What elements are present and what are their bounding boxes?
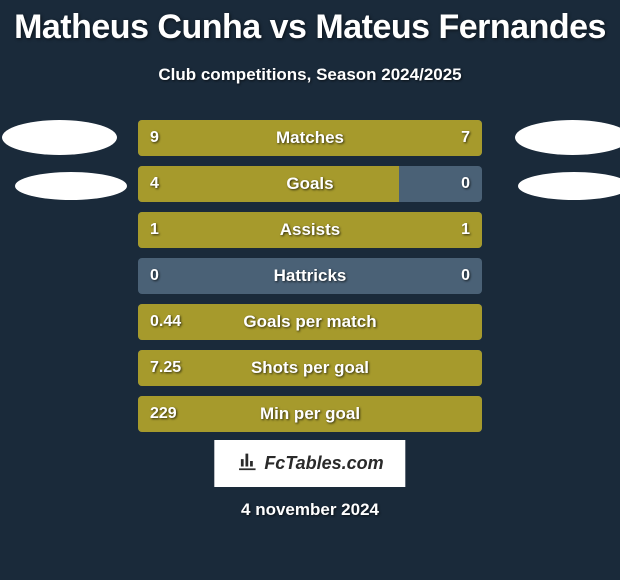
date-text: 4 november 2024 bbox=[0, 500, 620, 520]
brand-text: FcTables.com bbox=[264, 453, 383, 474]
page-subtitle: Club competitions, Season 2024/2025 bbox=[0, 65, 620, 85]
stat-value-right: 0 bbox=[461, 175, 470, 193]
stat-label: Goals per match bbox=[138, 312, 482, 332]
stat-row: 229Min per goal bbox=[138, 396, 482, 432]
brand-badge[interactable]: FcTables.com bbox=[214, 440, 405, 487]
player1-avatar-bottom bbox=[15, 172, 127, 200]
stat-value-right: 0 bbox=[461, 267, 470, 285]
player1-avatar-top bbox=[2, 120, 117, 155]
stat-label: Min per goal bbox=[138, 404, 482, 424]
stat-label: Assists bbox=[138, 220, 482, 240]
stat-row: 4Goals0 bbox=[138, 166, 482, 202]
stat-label: Goals bbox=[138, 174, 482, 194]
page-title: Matheus Cunha vs Mateus Fernandes bbox=[0, 0, 620, 47]
stat-value-right: 7 bbox=[461, 129, 470, 147]
stat-row: 0.44Goals per match bbox=[138, 304, 482, 340]
stat-label: Matches bbox=[138, 128, 482, 148]
stat-row: 1Assists1 bbox=[138, 212, 482, 248]
stat-row: 7.25Shots per goal bbox=[138, 350, 482, 386]
chart-icon bbox=[236, 450, 258, 477]
stat-row: 0Hattricks0 bbox=[138, 258, 482, 294]
stats-bars: 9Matches74Goals01Assists10Hattricks00.44… bbox=[138, 120, 482, 442]
stat-row: 9Matches7 bbox=[138, 120, 482, 156]
stat-label: Hattricks bbox=[138, 266, 482, 286]
player2-avatar-bottom bbox=[518, 172, 620, 200]
stat-value-right: 1 bbox=[461, 221, 470, 239]
player2-avatar-top bbox=[515, 120, 620, 155]
stat-label: Shots per goal bbox=[138, 358, 482, 378]
